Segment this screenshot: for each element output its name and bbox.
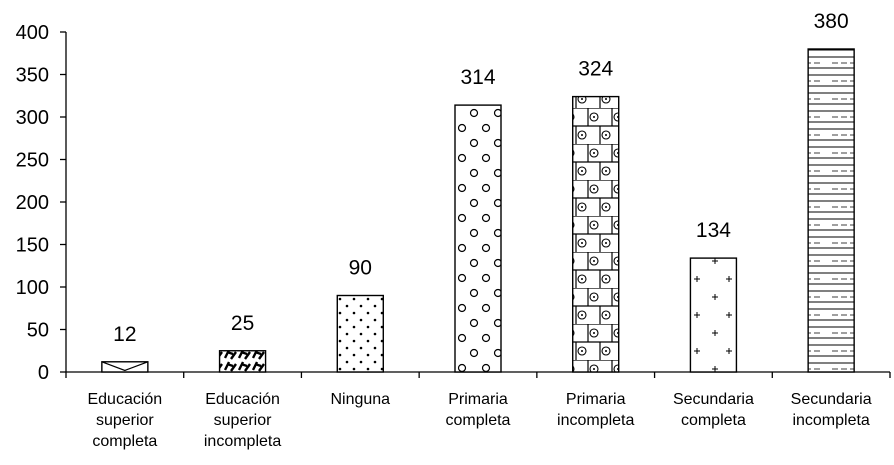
x-tick-label-line: Educación xyxy=(205,391,280,408)
x-tick-label: Educación superior incompleta xyxy=(204,391,281,450)
x-tick-label-line: Ninguna xyxy=(330,391,390,408)
x-tick-label: Primaria completa xyxy=(446,391,511,429)
x-tick-label-line: Secundaria xyxy=(673,391,754,408)
data-label: 380 xyxy=(814,10,849,33)
x-tick-label-line: superior xyxy=(96,412,154,429)
x-tick-label-line: completa xyxy=(681,412,746,429)
y-tick-label: 150 xyxy=(16,235,49,257)
x-tick-label-line: Secundaria xyxy=(791,391,872,408)
x-tick-label-line: incompleta xyxy=(557,412,634,429)
x-tick-label: Primaria incompleta xyxy=(557,391,634,429)
x-tick-label: Educación superior completa xyxy=(87,391,162,450)
x-tick-label-line: superior xyxy=(214,412,272,429)
x-tick-label: Ninguna xyxy=(330,391,390,408)
x-tick-label: Secundaria completa xyxy=(673,391,754,429)
bar xyxy=(572,95,620,373)
data-label: 90 xyxy=(349,257,372,280)
y-tick-label: 100 xyxy=(16,277,49,299)
bar xyxy=(336,294,384,373)
bar xyxy=(101,361,149,373)
y-tick-label: 50 xyxy=(27,320,49,342)
y-tick-label: 0 xyxy=(38,362,49,384)
bar xyxy=(218,350,267,373)
data-label: 134 xyxy=(696,219,731,242)
y-tick-label: 250 xyxy=(16,150,49,172)
bar xyxy=(454,104,502,373)
x-tick-label-line: completa xyxy=(92,433,157,450)
chart-labels: 12 Educación superior completa 25 Educación su… xyxy=(87,10,871,450)
bar-pattern-mark xyxy=(101,361,149,372)
bar xyxy=(689,257,738,373)
x-tick-label-line: incompleta xyxy=(204,433,281,450)
data-label: 324 xyxy=(578,58,613,81)
y-tick-label: 350 xyxy=(16,65,49,87)
data-label: 314 xyxy=(460,66,495,89)
data-label: 25 xyxy=(231,312,254,335)
chart-bars xyxy=(101,48,855,373)
bar xyxy=(807,48,855,373)
y-tick-label: 400 xyxy=(16,22,49,44)
y-tick-label: 200 xyxy=(16,192,49,214)
x-tick-label-line: Primaria xyxy=(566,391,626,408)
x-tick-label-line: incompleta xyxy=(792,412,869,429)
x-tick-label-line: Educación xyxy=(87,391,162,408)
x-tick-label-line: Primaria xyxy=(448,391,508,408)
x-tick-label: Secundaria incompleta xyxy=(791,391,872,429)
chart-axes: 0 50 100 150 200 250 300 350 400 xyxy=(16,22,891,384)
x-tick-label-line: completa xyxy=(446,412,511,429)
y-tick-label: 300 xyxy=(16,107,49,129)
data-label: 12 xyxy=(113,323,136,346)
